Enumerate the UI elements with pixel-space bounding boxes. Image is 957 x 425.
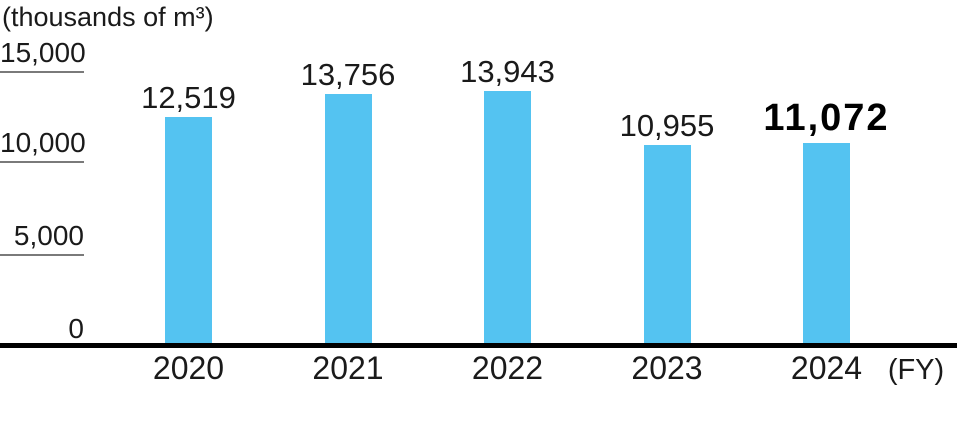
bar-2022 xyxy=(484,91,531,343)
x-axis-line xyxy=(0,343,957,348)
x-axis-label-2022: 2022 xyxy=(471,350,544,386)
x-axis-label-2024: 2024 xyxy=(790,350,863,386)
y-tick-line-10000 xyxy=(0,161,84,163)
fy-axis-label: (FY) xyxy=(887,354,945,386)
bar-group-2022: 13,943 xyxy=(423,56,593,343)
y-axis-tick-label-5000: 5,000 xyxy=(13,220,84,251)
bar-group-2023: 10,955 xyxy=(582,110,752,343)
bar-2020 xyxy=(165,117,212,343)
x-axis-label-2023: 2023 xyxy=(631,350,703,386)
bar-2021 xyxy=(324,94,372,343)
bar-value-label-2024: 11,072 xyxy=(763,97,890,139)
bar-2023 xyxy=(643,145,691,343)
chart-unit-label: (thousands of m³) xyxy=(2,2,214,32)
bar-value-label-2020: 12,519 xyxy=(141,80,236,115)
x-axis-label-2021: 2021 xyxy=(312,350,384,386)
y-axis-tick-label-15000: 15,000 xyxy=(0,37,86,68)
y-tick-line-5000 xyxy=(0,254,84,256)
bar-value-label-2022: 13,943 xyxy=(460,54,555,89)
bar-group-2020: 12,519 xyxy=(104,82,274,343)
y-axis-tick-label-0: 0 xyxy=(68,313,84,344)
x-axis-label-2020: 2020 xyxy=(152,350,225,386)
bar-2024 xyxy=(803,143,850,343)
bar-group-2024: 11,072 xyxy=(742,99,912,343)
bar-value-label-2021: 13,756 xyxy=(300,57,396,92)
y-tick-line-15000 xyxy=(0,71,84,73)
bar-value-label-2023: 10,955 xyxy=(619,108,715,143)
bar-group-2021: 13,756 xyxy=(263,59,433,343)
y-axis-tick-label-10000: 10,000 xyxy=(0,127,86,158)
